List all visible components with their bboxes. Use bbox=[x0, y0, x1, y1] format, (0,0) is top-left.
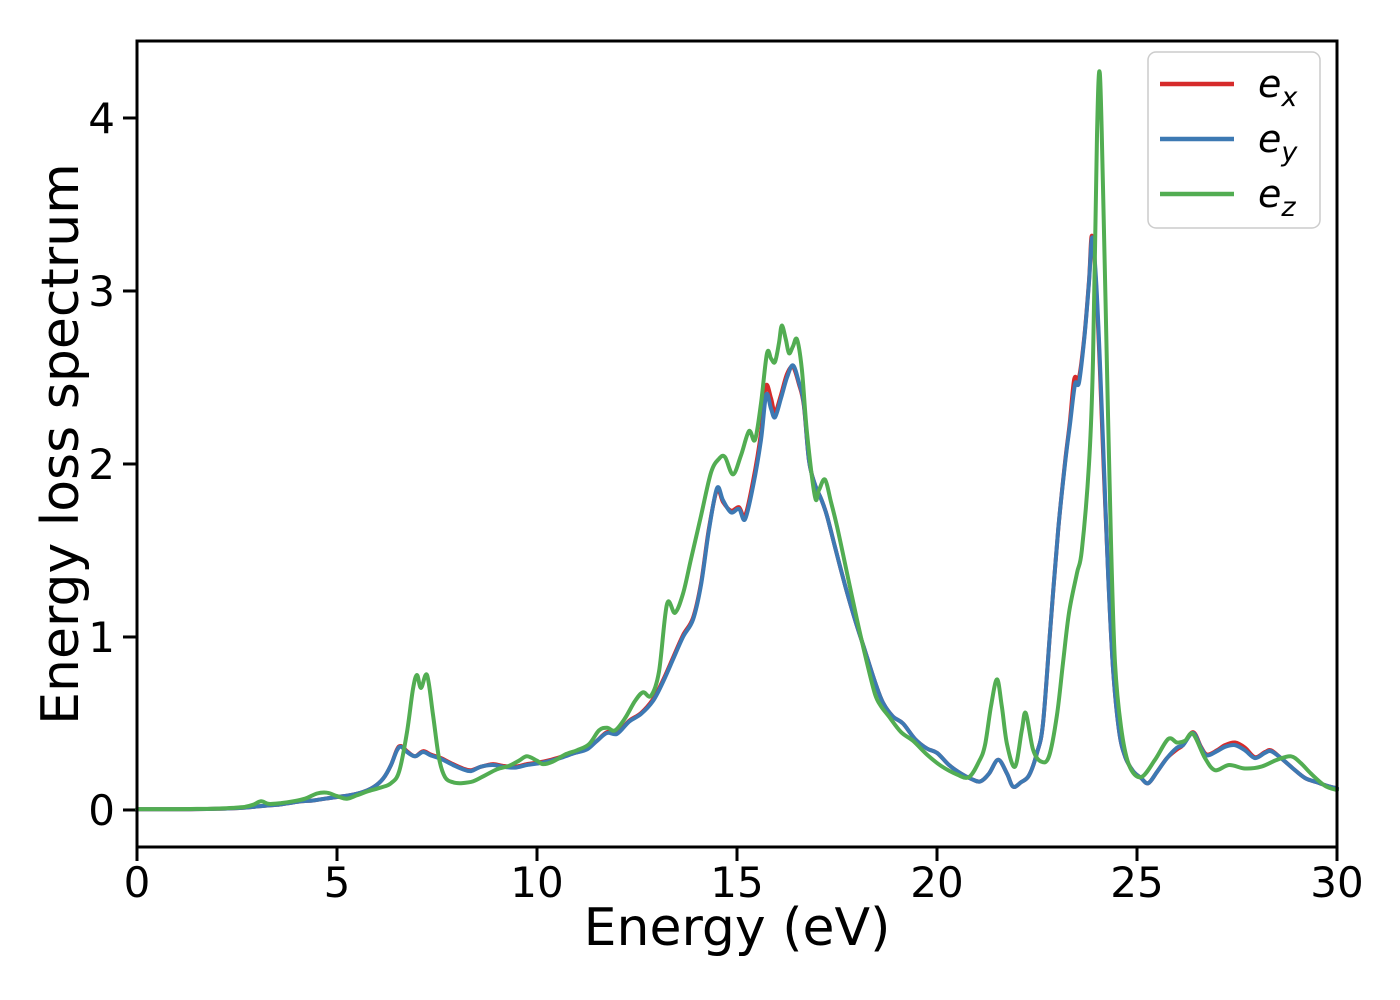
x-tick-label: 15 bbox=[710, 858, 763, 907]
legend-label-e_y: ey bbox=[1258, 117, 1298, 168]
series-line-e_z bbox=[135, 69, 1339, 812]
y-tick-label: 2 bbox=[88, 440, 115, 489]
x-tick-label: 20 bbox=[910, 858, 963, 907]
series-line-e_y bbox=[135, 235, 1339, 812]
y-tick-label: 0 bbox=[88, 786, 115, 835]
x-axis-label: Energy (eV) bbox=[584, 898, 891, 958]
y-tick-label: 4 bbox=[88, 94, 115, 143]
legend-label-e_x: ex bbox=[1258, 62, 1298, 113]
y-tick-label: 1 bbox=[88, 613, 115, 662]
x-tick-label: 5 bbox=[324, 858, 351, 907]
y-tick-label: 3 bbox=[88, 267, 115, 316]
plot-frame bbox=[135, 39, 1339, 849]
x-tick-label: 25 bbox=[1110, 858, 1163, 907]
y-axis-label: Energy loss spectrum bbox=[31, 163, 91, 725]
x-tick-label: 0 bbox=[124, 858, 151, 907]
x-tick-label: 10 bbox=[510, 858, 563, 907]
x-tick-label: 30 bbox=[1310, 858, 1363, 907]
series-line-e_x bbox=[135, 233, 1339, 812]
legend-label-e_z: ez bbox=[1258, 172, 1296, 223]
